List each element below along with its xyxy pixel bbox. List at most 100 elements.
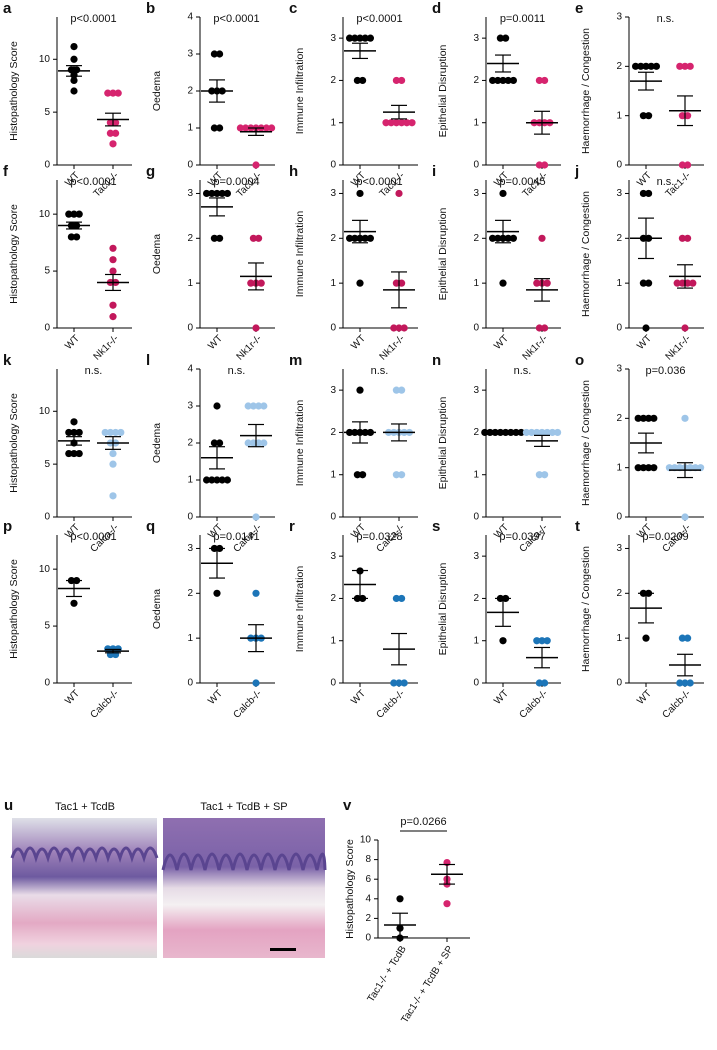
- data-point: [639, 112, 648, 120]
- data-point: [260, 402, 268, 410]
- p-value: p=0.0011: [500, 13, 545, 25]
- p-value: p=0.0045: [499, 176, 545, 188]
- data-point: [382, 119, 390, 127]
- p-value: n.s.: [228, 365, 246, 377]
- data-point: [249, 439, 257, 447]
- y-tick-label: 0: [44, 678, 50, 689]
- data-point: [681, 513, 689, 521]
- data-point: [390, 324, 398, 332]
- y-tick-label: 3: [187, 543, 193, 554]
- data-point: [70, 55, 78, 63]
- y-tick-label: 2: [616, 233, 622, 244]
- data-point: [260, 439, 268, 447]
- y-tick-label: 0: [44, 512, 50, 523]
- y-tick-label: 3: [616, 188, 622, 199]
- x-tick-label: Nk1r-/-: [378, 333, 407, 362]
- data-point: [213, 476, 221, 484]
- histology-image: [10, 818, 159, 958]
- data-point: [509, 234, 517, 242]
- data-point: [106, 119, 114, 127]
- y-tick-label: 2: [616, 413, 622, 424]
- data-point: [684, 634, 692, 642]
- data-point: [244, 439, 252, 447]
- data-point: [684, 161, 692, 169]
- data-point: [65, 428, 73, 437]
- panel-letter: i: [432, 163, 436, 180]
- x-tick-label: WT: [635, 333, 654, 352]
- data-point: [257, 279, 265, 287]
- y-tick-label: 2: [330, 427, 336, 438]
- data-point: [398, 471, 406, 479]
- data-point: [112, 129, 120, 137]
- data-point: [247, 279, 255, 287]
- y-axis-label: Oedema: [151, 589, 163, 629]
- y-tick-label: 5: [44, 621, 50, 632]
- y-tick-label: 3: [187, 401, 193, 412]
- data-point: [395, 324, 403, 332]
- panel-letter: t: [575, 518, 580, 535]
- y-axis-label: Epithelial Disruption: [437, 396, 449, 489]
- data-point: [390, 679, 398, 687]
- y-tick-label: 2: [330, 233, 336, 244]
- y-tick-label: 4: [187, 364, 193, 375]
- panel-letter: r: [289, 518, 295, 535]
- y-axis-label: Epithelial Disruption: [437, 562, 449, 655]
- y-axis-label: Histopathology Score: [8, 41, 20, 141]
- y-tick-label: 0: [44, 160, 50, 171]
- y-tick-label: 2: [330, 593, 336, 604]
- x-tick-label: Calcb-/-: [88, 688, 121, 721]
- data-point: [543, 637, 551, 645]
- data-point: [676, 62, 684, 70]
- data-point: [639, 189, 648, 198]
- data-point: [109, 313, 117, 321]
- x-tick-label: Nk1r-/-: [521, 333, 550, 362]
- data-point: [112, 428, 120, 437]
- y-axis-label: Haemorrhage / Congestion: [580, 546, 592, 672]
- y-tick-label: 2: [473, 427, 479, 438]
- data-point: [366, 234, 374, 242]
- x-tick-label: Calcb-/-: [660, 688, 693, 721]
- y-tick-label: 0: [187, 323, 193, 334]
- x-tick-label: WT: [635, 688, 654, 707]
- data-point: [639, 414, 648, 422]
- data-point: [689, 279, 697, 287]
- y-tick-label: 3: [473, 33, 479, 44]
- data-point: [255, 234, 263, 242]
- data-point: [443, 900, 451, 908]
- data-point: [684, 234, 692, 242]
- data-point: [252, 324, 260, 332]
- y-tick-label: 3: [330, 188, 336, 199]
- y-tick-label: 5: [44, 107, 50, 118]
- data-point: [543, 279, 551, 287]
- x-tick-label: WT: [206, 333, 225, 352]
- data-point: [109, 140, 117, 148]
- y-tick-label: 10: [360, 835, 372, 846]
- data-point: [489, 76, 497, 85]
- data-point: [535, 679, 544, 687]
- data-point: [210, 124, 218, 132]
- data-point: [647, 62, 655, 70]
- data-point: [684, 112, 692, 120]
- data-point: [351, 234, 359, 242]
- y-tick-label: 3: [187, 188, 193, 199]
- data-point: [639, 279, 648, 287]
- y-axis-label: Haemorrhage / Congestion: [580, 191, 592, 317]
- data-point: [541, 161, 549, 169]
- data-point: [678, 161, 687, 169]
- data-point: [642, 62, 650, 70]
- data-point: [216, 124, 224, 132]
- y-tick-label: 6: [365, 874, 371, 885]
- y-axis-label: Oedema: [151, 71, 163, 111]
- y-tick-label: 0: [187, 512, 193, 523]
- y-tick-label: 1: [473, 469, 479, 480]
- y-tick-label: 2: [365, 913, 371, 924]
- y-axis-label: Histopathology Score: [344, 839, 356, 939]
- p-value: p=0.036: [645, 365, 685, 377]
- x-tick-label: Calcb-/-: [231, 688, 264, 721]
- data-point: [533, 279, 541, 287]
- y-tick-label: 1: [473, 635, 479, 646]
- y-tick-label: 2: [616, 588, 622, 599]
- y-tick-label: 1: [616, 633, 622, 644]
- panel-letter: m: [289, 352, 302, 369]
- y-tick-label: 2: [330, 75, 336, 86]
